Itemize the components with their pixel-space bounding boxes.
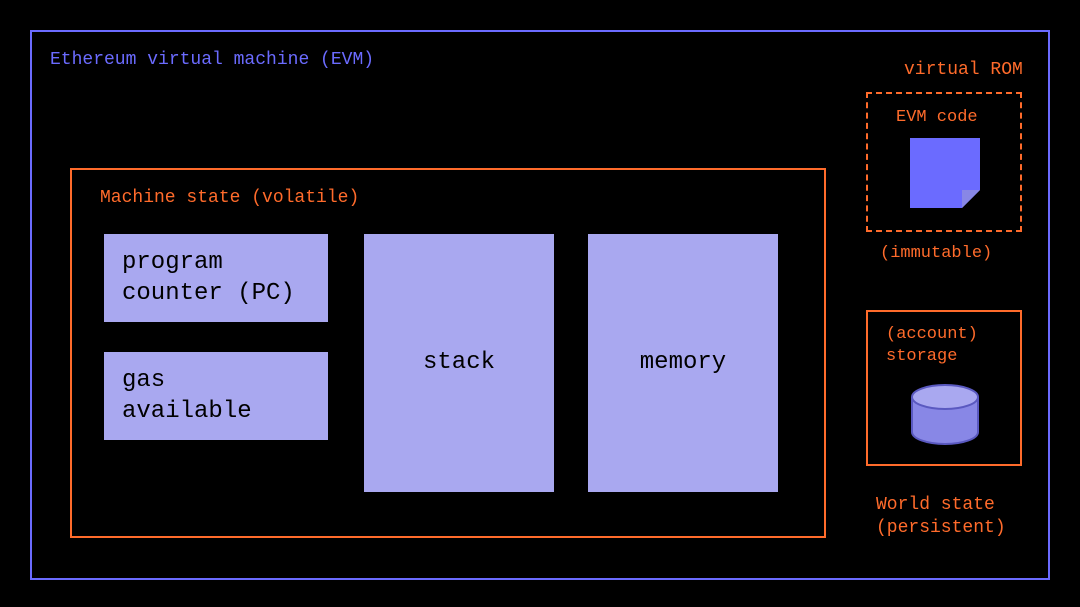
page-icon xyxy=(910,138,980,208)
evm-title: Ethereum virtual machine (EVM) xyxy=(50,50,374,70)
world-state-label: World state (persistent) xyxy=(876,494,1006,541)
stack-block: stack xyxy=(362,232,556,494)
gas-available-label: gas available xyxy=(122,365,252,427)
program-counter-label: program counter (PC) xyxy=(122,247,295,309)
gas-available-block: gas available xyxy=(102,350,330,442)
memory-label: memory xyxy=(640,347,726,378)
storage-label: (account) storage xyxy=(886,324,978,368)
memory-block: memory xyxy=(586,232,780,494)
immutable-label: (immutable) xyxy=(880,244,992,263)
virtual-rom-label: virtual ROM xyxy=(904,60,1023,80)
program-counter-block: program counter (PC) xyxy=(102,232,330,324)
cylinder-icon xyxy=(910,384,980,446)
machine-state-title: Machine state (volatile) xyxy=(100,188,359,208)
evm-code-label: EVM code xyxy=(896,108,978,127)
stack-label: stack xyxy=(423,347,495,378)
